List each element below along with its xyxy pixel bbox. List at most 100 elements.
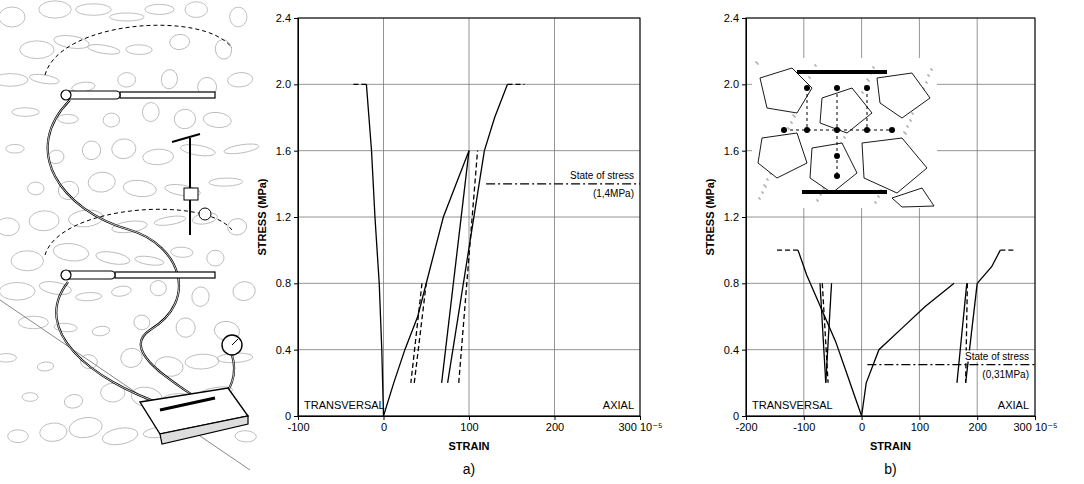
stone <box>75 292 102 301</box>
inset-gauge-line <box>784 130 892 131</box>
inset-stipple <box>766 178 767 179</box>
inset-stipple <box>794 116 795 117</box>
inset-stipple <box>823 188 824 189</box>
grid-line-y <box>298 283 640 284</box>
x-tick-mark <box>1035 416 1036 420</box>
flat-jack <box>120 92 215 98</box>
chart-panel: -1000100200300 10⁻⁵00.40.81.21.62.02.4ST… <box>256 12 663 477</box>
plot-frame <box>746 18 1035 416</box>
stone <box>122 179 157 199</box>
stone <box>63 393 83 409</box>
x-tick-label: -200 <box>735 421 757 433</box>
x-tick: 100 <box>911 416 929 433</box>
inset-stipple <box>910 120 911 121</box>
inset-stipple <box>873 67 874 68</box>
inset-stipple <box>906 125 907 126</box>
reference-label: (0,31MPa) <box>982 369 1029 380</box>
y-axis: 00.40.81.21.62.02.4 <box>276 12 299 422</box>
grid-line-y <box>746 283 1035 284</box>
inset-stipple <box>791 122 792 123</box>
series-line <box>484 84 507 150</box>
stone <box>202 111 232 129</box>
hose-inner <box>56 282 165 405</box>
inset-stipple <box>757 63 758 64</box>
y-tick: 2.4 <box>276 12 298 24</box>
inset-stipple <box>867 79 868 80</box>
stone <box>29 73 60 86</box>
stone <box>81 140 102 162</box>
y-tick-label: 1.6 <box>724 145 739 157</box>
inset-stipple <box>815 65 816 66</box>
stone <box>142 148 174 165</box>
inset-stipple <box>817 200 818 201</box>
axis-line <box>742 19 747 417</box>
panel-label: a) <box>463 461 475 477</box>
stone <box>68 415 104 440</box>
inset-stipple <box>788 128 789 129</box>
series-line <box>977 250 1000 283</box>
stone <box>37 361 54 371</box>
y-tick-mark <box>742 217 746 218</box>
inset-stipple <box>866 78 867 79</box>
stone <box>101 425 139 447</box>
stone <box>29 210 60 231</box>
pressure-gauge <box>222 335 242 355</box>
x-tick-label: 0 <box>859 421 865 433</box>
x-tick: 200 <box>969 416 987 433</box>
series-line <box>384 151 470 416</box>
y-tick-label: 0 <box>733 410 739 422</box>
reference-labels: State of stress(1,4MPa) <box>568 170 636 199</box>
x-tick: 100 <box>460 416 478 433</box>
y-tick-mark <box>742 416 746 417</box>
inset-stipple <box>764 185 765 186</box>
y-tick-label: 0.8 <box>276 277 291 289</box>
y-tick: 1.2 <box>724 211 746 223</box>
stone <box>28 182 44 195</box>
inset-stipple <box>928 75 929 76</box>
hose <box>48 100 200 400</box>
grid-line-y <box>298 84 640 85</box>
x-tick-mark <box>555 416 556 420</box>
stone <box>119 347 143 369</box>
grid-line-y <box>746 217 1035 218</box>
gauge-arm <box>172 134 200 142</box>
stone <box>110 13 145 21</box>
stone <box>175 316 197 338</box>
inset-stipple <box>862 92 863 93</box>
y-tick-label: 2.0 <box>724 78 739 90</box>
inset-stipple <box>792 114 793 115</box>
label-patch <box>980 369 1031 380</box>
pump-handle <box>160 398 215 410</box>
y-tick-label: 1.2 <box>724 211 739 223</box>
y-tick: 0.4 <box>724 344 746 356</box>
stone <box>154 355 185 378</box>
stone <box>227 71 253 88</box>
x-tick-mark <box>862 416 863 420</box>
inset-stipple <box>844 137 845 138</box>
x-tick: 300 10⁻⁵ <box>1013 416 1057 433</box>
y-tick: 0.8 <box>276 277 298 289</box>
stone <box>117 72 136 87</box>
y-tick-label: 0 <box>285 410 291 422</box>
y-tick-label: 0.8 <box>724 277 739 289</box>
axis-line <box>294 19 299 417</box>
x-tick-label: 200 <box>546 421 564 433</box>
y-tick: 1.6 <box>276 145 298 157</box>
y-tick-label: 0.4 <box>276 344 291 356</box>
jack-connector <box>62 91 120 99</box>
reference-label: (1,4MPa) <box>593 188 634 199</box>
inset-stipple <box>875 202 876 203</box>
reference-label: State of stress <box>965 351 1029 362</box>
x-tick: 0 <box>859 416 865 433</box>
grid <box>746 18 1035 416</box>
inset-stipple <box>790 121 791 122</box>
y-tick-mark <box>294 283 298 284</box>
series-line <box>459 151 478 383</box>
y-tick-mark <box>742 151 746 152</box>
stone <box>170 247 193 258</box>
stone <box>173 108 196 129</box>
stone <box>154 214 187 227</box>
series-line <box>775 250 798 251</box>
stone <box>142 102 160 122</box>
hose-loop <box>45 25 232 75</box>
